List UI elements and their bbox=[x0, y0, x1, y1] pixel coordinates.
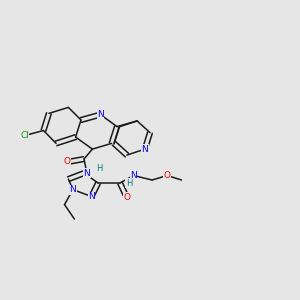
Text: O: O bbox=[123, 193, 130, 202]
Text: N: N bbox=[97, 110, 104, 119]
Text: H: H bbox=[126, 178, 132, 188]
Text: O: O bbox=[64, 158, 71, 166]
Text: N: N bbox=[130, 171, 137, 180]
Text: N: N bbox=[84, 169, 90, 178]
Text: H: H bbox=[96, 164, 102, 173]
Text: O: O bbox=[164, 171, 171, 180]
Text: N: N bbox=[70, 185, 76, 194]
Text: N: N bbox=[88, 192, 95, 201]
Text: N: N bbox=[142, 145, 148, 154]
Text: Cl: Cl bbox=[20, 131, 29, 140]
